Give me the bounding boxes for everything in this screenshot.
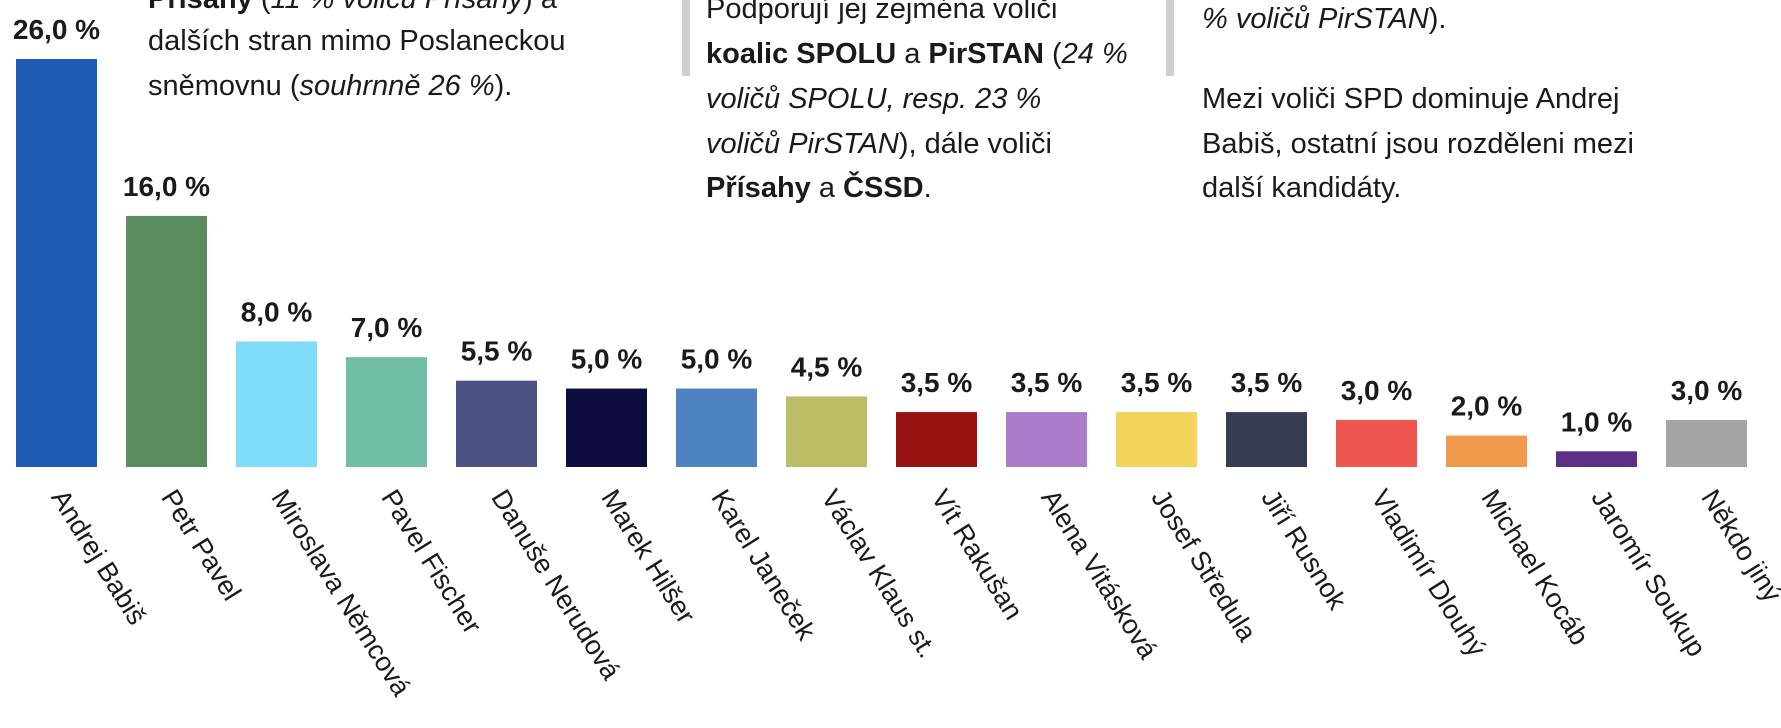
annotation-line: koalic SPOLU a PirSTAN (24 % <box>706 38 1128 70</box>
bar <box>346 357 427 467</box>
annotation-segment: ) a <box>523 0 558 15</box>
annotation-segment: koalic SPOLU <box>706 38 896 70</box>
value-label: 8,0 % <box>241 296 313 327</box>
annotation-line: Přísahy a ČSSD. <box>706 170 932 204</box>
value-label: 3,5 % <box>1011 367 1083 398</box>
bar <box>16 59 97 467</box>
category-label: Vít Rakušan <box>925 484 1028 625</box>
category-label: Pavel Fischer <box>375 484 487 639</box>
value-label: 3,0 % <box>1671 375 1743 406</box>
annotation-segment: ). <box>495 70 513 102</box>
value-label: 3,5 % <box>1231 367 1303 398</box>
annotation-segment: a <box>896 38 928 70</box>
value-label: 7,0 % <box>351 312 423 343</box>
annotation-segment: ), dále voliči <box>899 128 1052 160</box>
bar <box>456 380 537 467</box>
bar <box>896 412 977 467</box>
annotation-segment: další kandidáty. <box>1202 172 1401 204</box>
bar <box>1556 451 1637 467</box>
annotation-segment: ). <box>1429 3 1447 35</box>
annotation-segment: ( <box>1044 38 1062 70</box>
annotation-segment: . <box>924 172 932 204</box>
annotation-line: Mezi voliči SPD dominuje Andrej <box>1202 83 1619 115</box>
value-label: 3,5 % <box>901 367 973 398</box>
bar <box>236 341 317 467</box>
annotation-segment: Přísahy <box>148 0 253 15</box>
annotation-line: další kandidáty. <box>1202 172 1401 204</box>
category-label: Josef Středula <box>1145 484 1262 647</box>
category-label: Andrej Babiš <box>45 484 152 630</box>
value-label: 2,0 % <box>1451 391 1523 422</box>
annotation-segment: voličů PirSTAN <box>706 128 899 160</box>
bar <box>1446 435 1527 467</box>
annotation-segment: voličů SPOLU, resp. 23 % <box>706 83 1041 115</box>
annotation-segment: ČSSD <box>843 170 924 204</box>
annotation-segment: sněmovnu ( <box>148 70 300 102</box>
annotation-segment: Přísahy <box>706 172 811 204</box>
annotation-segment: Babiš, ostatní jsou rozděleni mezi <box>1202 128 1634 160</box>
bar <box>1226 412 1307 467</box>
category-label: Někdo jiný <box>1695 484 1781 607</box>
annotation-line: dalších stran mimo Poslaneckou <box>148 25 565 57</box>
value-label: 26,0 % <box>13 14 100 45</box>
annotation-segment: ( <box>253 0 271 15</box>
category-label: Jiří Rusnok <box>1255 484 1352 615</box>
value-label: 4,5 % <box>791 351 863 382</box>
category-label: Jaromír Soukup <box>1585 484 1711 662</box>
annotation-segment: % voličů PirSTAN <box>1202 3 1429 35</box>
bar <box>126 215 207 467</box>
category-label: Vladimír Dlouhý <box>1365 484 1492 662</box>
annotation-segment: 24 % <box>1061 38 1128 70</box>
annotation-line: Babiš, ostatní jsou rozděleni mezi <box>1202 128 1634 160</box>
annotation-segment: dalších stran mimo Poslaneckou <box>148 25 565 57</box>
annotation-segment: Mezi voliči SPD dominuje Andrej <box>1202 83 1619 115</box>
category-label: Karel Janeček <box>705 484 821 645</box>
annotation-segment: souhrnně 26 % <box>300 70 495 102</box>
annotation-line: % voličů PirSTAN). <box>1202 3 1446 35</box>
bar <box>1006 412 1087 467</box>
bar <box>1116 412 1197 467</box>
annotation-line: Podporují jej zejména voliči <box>706 0 1057 25</box>
value-label: 1,0 % <box>1561 406 1633 437</box>
category-label: Marek Hilšer <box>595 484 701 628</box>
annotation-segment: PirSTAN <box>928 38 1043 70</box>
annotation-segment: 11 % voličů Přísahy <box>271 0 525 15</box>
value-label: 16,0 % <box>123 171 210 202</box>
value-label: 5,0 % <box>571 344 643 375</box>
category-label: Petr Pavel <box>155 484 246 606</box>
category-label: Alena Vitásková <box>1035 484 1163 665</box>
bar <box>1336 419 1417 467</box>
bar <box>1666 419 1747 467</box>
value-label: 5,0 % <box>681 344 753 375</box>
category-label: Michael Kocáb <box>1475 484 1594 650</box>
annotation-segment: a <box>811 172 843 204</box>
bar <box>676 388 757 467</box>
annotation-line: voličů PirSTAN), dále voliči <box>706 128 1052 160</box>
bar <box>786 396 867 467</box>
annotation-line: sněmovnu (souhrnně 26 %). <box>148 70 512 102</box>
bar <box>566 388 647 467</box>
annotation-line: Přísahy (11 % voličů Přísahy) a <box>148 0 558 15</box>
category-label: Václav Klaus st. <box>815 484 942 663</box>
value-label: 3,0 % <box>1341 375 1413 406</box>
value-label: 3,5 % <box>1121 367 1193 398</box>
annotation-line: voličů SPOLU, resp. 23 % <box>706 83 1041 115</box>
value-label: 5,5 % <box>461 336 533 367</box>
annotation-segment: Podporují jej zejména voliči <box>706 0 1057 25</box>
